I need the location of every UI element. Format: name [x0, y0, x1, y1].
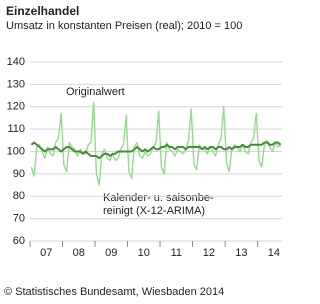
series-line: [30, 141, 282, 160]
x-tick-label: 10: [138, 247, 150, 259]
y-tick-label: 110: [7, 123, 25, 135]
y-tick-label: 140: [7, 56, 25, 68]
annotation: Kalender- u. saisonbe-: [103, 192, 214, 204]
source: © Statistisches Bundesamt, Wiesbaden 201…: [4, 286, 224, 298]
chart-title: Einzelhandel: [6, 4, 79, 18]
y-tick-label: 90: [13, 168, 25, 180]
y-tick-label: 70: [13, 213, 25, 225]
x-tick-label: 08: [73, 247, 85, 259]
x-tick-label: 13: [235, 247, 247, 259]
y-tick-label: 130: [7, 78, 25, 90]
y-tick-label: 120: [7, 101, 25, 113]
chart: Einzelhandel Umsatz in konstanten Preise…: [4, 4, 282, 298]
annotation: reinigt (X-12-ARIMA): [103, 205, 205, 217]
series-line: [30, 101, 282, 186]
y-tick-label: 60: [13, 235, 25, 247]
x-tick-label: 09: [105, 247, 117, 259]
x-tick-label: 12: [203, 247, 215, 259]
x-tick-label: 11: [171, 247, 182, 259]
y-tick-label: 80: [13, 190, 25, 202]
y-tick-label: 100: [7, 145, 25, 157]
chart-subtitle: Umsatz in konstanten Preisen (real); 201…: [6, 20, 242, 32]
annotation: Originalwert: [66, 86, 125, 98]
x-tick-label: 14: [268, 247, 280, 259]
x-tick-label: 07: [40, 247, 52, 259]
